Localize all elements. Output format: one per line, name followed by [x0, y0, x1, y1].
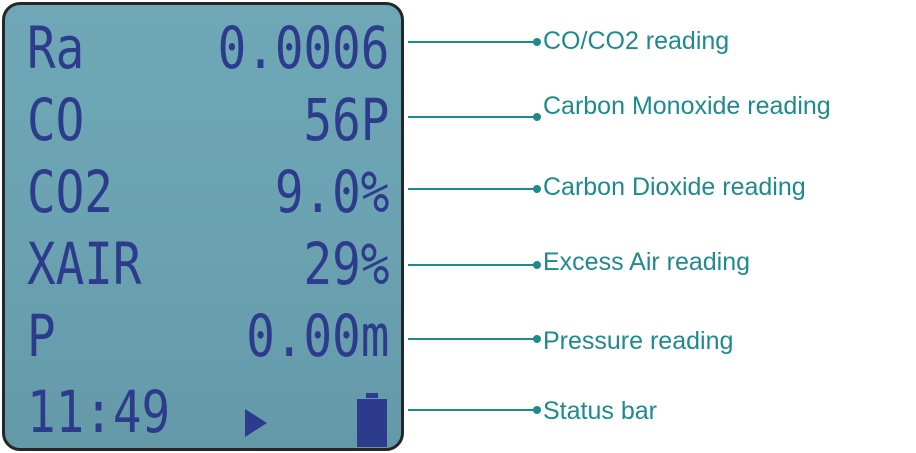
co2-label: CO2	[27, 158, 113, 226]
co2-row: CO2 9.0%	[27, 157, 389, 227]
callout-line-status	[408, 409, 536, 411]
battery-body	[357, 399, 387, 447]
callout-label-co-co2: CO/CO2 reading	[543, 27, 730, 55]
callout-label-status: Status bar	[543, 397, 657, 425]
status-time: 11:49	[27, 378, 171, 446]
callout-label-pressure: Pressure reading	[543, 327, 734, 355]
callout-label-xair: Excess Air reading	[543, 248, 751, 276]
xair-value: 29%	[303, 230, 390, 298]
callout-dot-co-co2	[533, 38, 541, 46]
ra-value: 0.0006	[217, 14, 390, 82]
callout-dot-xair	[533, 261, 541, 269]
status-bar: 11:49	[27, 378, 387, 448]
callout-line-xair	[408, 264, 536, 266]
callout-dot-co	[533, 113, 541, 121]
callout-line-co	[408, 116, 536, 118]
co-value: 56P	[303, 86, 390, 154]
battery-icon	[357, 393, 387, 447]
callout-dot-pressure	[533, 335, 541, 343]
lcd-screen: Ra 0.0006 CO 56P CO2 9.0% XAIR 29% P 0.0…	[2, 2, 404, 451]
ra-row: Ra 0.0006	[27, 13, 389, 83]
callout-label-co2: Carbon Dioxide reading	[543, 173, 806, 201]
pressure-row: P 0.00m	[27, 301, 389, 371]
play-icon	[245, 409, 267, 437]
callout-line-pressure	[408, 338, 536, 340]
xair-label: XAIR	[27, 230, 142, 298]
pressure-value: 0.00m	[246, 302, 390, 370]
co2-value: 9.0%	[274, 158, 390, 226]
pressure-label: P	[27, 302, 56, 370]
callout-dot-co2	[533, 185, 541, 193]
callout-label-co: Carbon Monoxide reading	[543, 92, 831, 120]
ra-label: Ra	[27, 14, 85, 82]
callout-line-co-co2	[408, 41, 536, 43]
co-row: CO 56P	[27, 85, 389, 155]
co-label: CO	[27, 86, 85, 154]
callout-dot-status	[533, 406, 541, 414]
battery-cap	[366, 393, 378, 398]
callout-line-co2	[408, 188, 536, 190]
xair-row: XAIR 29%	[27, 229, 389, 299]
